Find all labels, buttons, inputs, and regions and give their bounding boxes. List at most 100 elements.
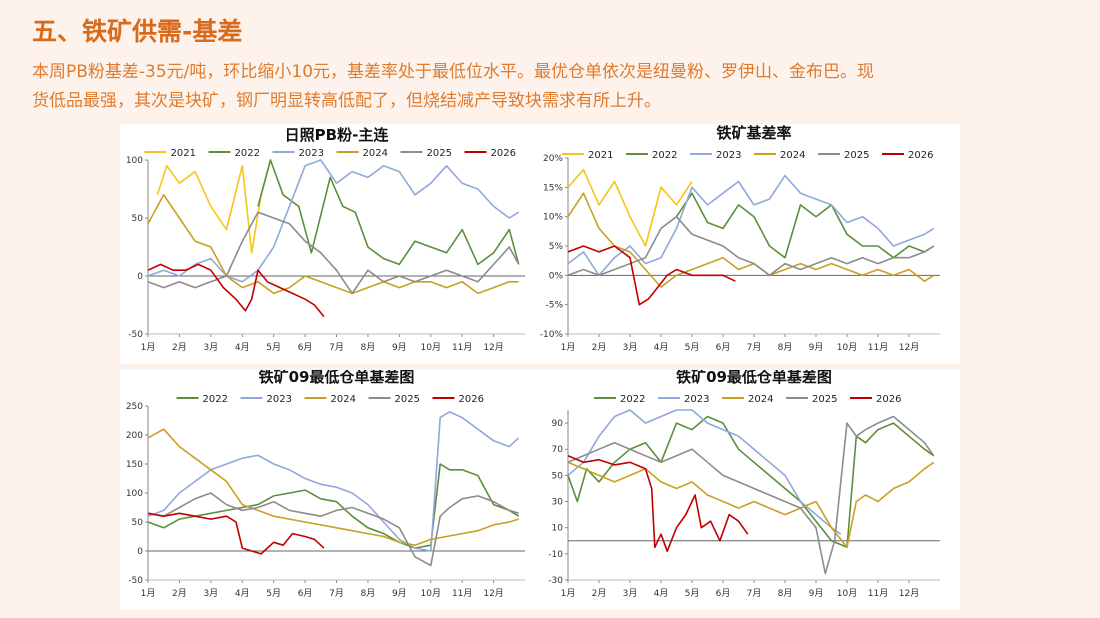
series-line-2023 xyxy=(567,174,935,277)
series-line-2024 xyxy=(147,428,519,546)
series-line-2022 xyxy=(567,415,935,549)
series-line-2023 xyxy=(147,410,520,552)
x-tick-label: 7月 xyxy=(329,588,344,599)
x-tick-label: 2月 xyxy=(592,588,607,599)
description-line-1: 本周PB粉基差-35元/吨，环比缩小10元，基差率处于最低位水平。最优仓单依次是… xyxy=(32,62,875,82)
y-tick-label: 100 xyxy=(126,489,143,499)
x-tick-label: 3月 xyxy=(203,588,218,599)
x-tick-label: 7月 xyxy=(747,342,762,353)
legend-label-2024: 2024 xyxy=(748,394,773,405)
series-line-2021 xyxy=(567,168,693,247)
y-tick-label: 70 xyxy=(552,445,564,455)
x-tick-label: 5月 xyxy=(685,588,700,599)
x-tick-label: 7月 xyxy=(747,588,762,599)
y-tick-label: 0 xyxy=(137,547,143,557)
x-tick-label: 12月 xyxy=(899,342,919,353)
series-line-2024 xyxy=(567,192,935,288)
legend-label-2021: 2021 xyxy=(588,150,613,161)
series-line-2021 xyxy=(156,159,272,254)
y-tick-label: 10 xyxy=(552,524,564,534)
y-tick-label: -30 xyxy=(548,576,563,586)
series-line-2025 xyxy=(147,211,520,295)
x-tick-label: 4月 xyxy=(654,588,669,599)
x-tick-label: 2月 xyxy=(592,342,607,353)
x-tick-label: 6月 xyxy=(298,342,313,353)
y-tick-label: 100 xyxy=(126,156,143,166)
legend-label-2024: 2024 xyxy=(363,148,388,159)
series-line-2023 xyxy=(147,159,520,283)
legend-label-2023: 2023 xyxy=(299,148,324,159)
series-line-2023 xyxy=(567,409,842,535)
series-line-2024 xyxy=(567,461,935,549)
x-tick-label: 3月 xyxy=(623,588,638,599)
x-tick-label: 9月 xyxy=(392,342,407,353)
y-tick-label: 200 xyxy=(126,431,143,441)
x-tick-label: 2月 xyxy=(172,588,187,599)
x-tick-label: 10月 xyxy=(837,342,857,353)
x-tick-label: 6月 xyxy=(716,588,731,599)
y-tick-label: 50 xyxy=(132,214,144,224)
x-tick-label: 11月 xyxy=(452,588,472,599)
x-tick-label: 4月 xyxy=(235,342,250,353)
chart-title: 铁矿基差率 xyxy=(716,124,791,142)
y-tick-label: 15% xyxy=(543,183,563,193)
x-tick-label: 12月 xyxy=(899,588,919,599)
x-tick-label: 8月 xyxy=(361,342,376,353)
legend-label-2026: 2026 xyxy=(908,150,933,161)
series-line-2022 xyxy=(675,192,935,259)
legend-label-2025: 2025 xyxy=(427,148,452,159)
x-tick-label: 11月 xyxy=(452,342,472,353)
x-tick-label: 5月 xyxy=(266,588,281,599)
legend-label-2021: 2021 xyxy=(171,148,196,159)
y-tick-label: 20% xyxy=(543,154,563,164)
legend-label-2025: 2025 xyxy=(844,150,869,161)
x-tick-label: 10月 xyxy=(421,588,441,599)
x-tick-label: 2月 xyxy=(172,342,187,353)
x-tick-label: 8月 xyxy=(361,588,376,599)
y-tick-label: 10% xyxy=(543,213,563,223)
legend-label-2022: 2022 xyxy=(652,150,677,161)
x-tick-label: 11月 xyxy=(868,588,888,599)
y-tick-label: 250 xyxy=(126,402,143,412)
chart-pb-basis: 日照PB粉-主连 -50 0 50 100 1月 2月 3月 4月 5月 6月 7月 8月 9月 10月 11… xyxy=(126,126,525,353)
series-line-2026 xyxy=(567,455,749,552)
series-line-2026 xyxy=(147,512,325,555)
legend-label-2024: 2024 xyxy=(780,150,805,161)
y-tick-label: 90 xyxy=(552,419,564,429)
x-tick-label: 6月 xyxy=(298,588,313,599)
legend-label-2026: 2026 xyxy=(459,394,484,405)
x-tick-label: 12月 xyxy=(483,342,503,353)
x-tick-label: 6月 xyxy=(716,342,731,353)
x-tick-label: 1月 xyxy=(141,342,156,353)
series-line-2022 xyxy=(147,463,520,549)
x-tick-label: 12月 xyxy=(483,588,503,599)
x-tick-label: 1月 xyxy=(561,588,576,599)
x-tick-label: 9月 xyxy=(809,588,824,599)
x-tick-label: 9月 xyxy=(809,342,824,353)
x-tick-label: 10月 xyxy=(421,342,441,353)
x-tick-label: 5月 xyxy=(685,342,700,353)
chart-basis-rate: 铁矿基差率 -10% -5% 0% 5% 10% 15% 20% 1月 2月 3月 4月 5月 6月 7月 8… xyxy=(540,124,940,353)
chart-warrant-basis-1: 铁矿09最低仓单基差图 -50 0 50 100 150 200 250 1月 2月 3月 4月 5月 6… xyxy=(126,368,525,599)
y-tick-label: 0% xyxy=(549,271,564,281)
y-tick-label: -10% xyxy=(540,330,563,340)
legend-label-2026: 2026 xyxy=(491,148,516,159)
legend-label-2022: 2022 xyxy=(203,394,228,405)
y-tick-label: 50 xyxy=(132,518,144,528)
legend-label-2025: 2025 xyxy=(395,394,420,405)
y-tick-label: -10 xyxy=(548,550,563,560)
y-tick-label: 150 xyxy=(126,460,143,470)
chart-panel-basis-rate: 铁矿基差率 -10% -5% 0% 5% 10% 15% 20% 1月 2月 3月 4月 5月 6月 7月 8… xyxy=(540,124,960,364)
x-tick-label: 11月 xyxy=(868,342,888,353)
y-tick-label: 50 xyxy=(552,471,564,481)
chart-panel-warrant-basis-1: 铁矿09最低仓单基差图 -50 0 50 100 150 200 250 1月 2月 3月 4月 5月 6… xyxy=(120,368,540,610)
page-description: 本周PB粉基差-35元/吨，环比缩小10元，基差率处于最低位水平。最优仓单依次是… xyxy=(32,58,1082,116)
legend-label-2024: 2024 xyxy=(331,394,356,405)
chart-warrant-basis-2: 铁矿09最低仓单基差图 -30 -10 10 30 50 70 90 1月 2月 3月 4月 5月 6月 7… xyxy=(548,368,940,599)
x-tick-label: 9月 xyxy=(392,588,407,599)
y-tick-label: 5% xyxy=(549,242,564,252)
legend-label-2022: 2022 xyxy=(235,148,260,159)
chart-panel-warrant-basis-2: 铁矿09最低仓单基差图 -30 -10 10 30 50 70 90 1月 2月 3月 4月 5月 6月 7… xyxy=(540,368,960,610)
series-line-2024 xyxy=(147,194,519,295)
y-tick-label: -5% xyxy=(545,301,563,311)
